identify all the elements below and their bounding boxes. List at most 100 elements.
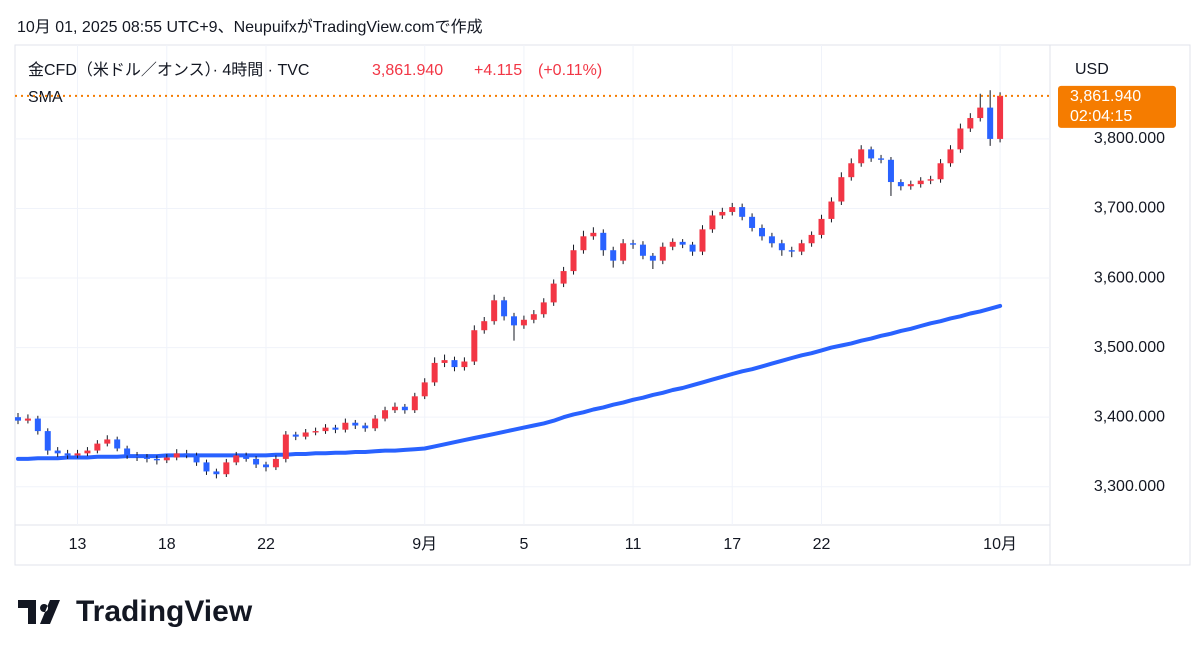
candle-body [997,95,1004,139]
candle-body [957,128,964,150]
candle-body [739,207,746,217]
candle-body [630,243,637,245]
candle-body [292,434,299,437]
candle-body [243,455,250,459]
candle-body [897,182,904,187]
candle-body [153,458,160,461]
candle-body [878,158,885,160]
candle-body [768,236,775,244]
candle-body [15,417,21,421]
candle-body [411,396,418,411]
currency: USD [1075,61,1109,78]
candle-body [917,180,924,185]
x-tick-label: 9月 [412,536,437,553]
candle-body [927,179,934,181]
candle-body [183,453,190,456]
candle-body [54,450,61,454]
candle-body [471,330,478,362]
candle-body [887,159,894,183]
candle-body [580,236,587,251]
candle-body [868,149,875,159]
candle-body [659,246,666,261]
candle-body [550,283,557,303]
candle-body [451,360,458,368]
candle-body [828,201,835,219]
candle-body [401,406,408,411]
change: +4.115 [474,62,522,79]
logo-icon [18,600,60,624]
candle-body [64,453,71,456]
candle-body [759,227,765,237]
x-tick-label: 13 [69,536,87,553]
candle-body [342,422,349,430]
candle-body [104,439,111,444]
candle-body [947,149,954,164]
candle-body [977,107,984,119]
candle-body [639,244,646,256]
overlay: 金CFD（米ドル／オンス）· 4時間 · TVC 3,861.940 +4.11… [15,61,1176,128]
candle-body [481,321,488,331]
candle-body [253,458,260,465]
candle-body [669,241,676,247]
candle-body [312,431,319,433]
candle-body [749,216,756,228]
x-tick-label: 22 [813,536,831,553]
plot [15,90,1004,479]
chart-frame [14,44,1191,566]
attribution: 10月 01, 2025 08:55 UTC+9、NeupuifxがTradin… [17,18,483,36]
candle-body [94,443,101,451]
x-tick-label: 17 [723,536,741,553]
candle-body [203,462,210,472]
candle-body [600,232,607,251]
candle-body [689,244,696,252]
x-tick-label: 11 [625,536,642,553]
candle-body [461,361,468,368]
candle-body [501,300,508,317]
candle-body [44,431,51,451]
candle-body [302,432,309,437]
candle-body [362,425,369,429]
countdown: 02:04:15 [1070,108,1132,125]
symbol: 金CFD（米ドル／オンス）· 4時間 · TVC [28,61,309,79]
candle-body [590,232,597,237]
last-price-badge [1058,85,1176,128]
candle-body [649,255,656,261]
candle-body [491,300,498,322]
candle-body [798,243,805,252]
change-percent: (+0.11%) [538,62,602,79]
candle-body [272,458,279,468]
candle-body [322,427,329,432]
y-tick-label: 3,300.000 [1094,478,1165,495]
candle-body [818,218,825,235]
candle-body [282,434,289,459]
candle-body [263,464,269,468]
candle-body [540,302,547,315]
candle-body [967,118,974,129]
candle-body [511,316,517,326]
candle-body [173,453,180,458]
candle-body [382,410,389,419]
candle-body [391,406,398,411]
candle-body [858,149,865,164]
candle-body [679,241,686,245]
sma-legend: SMA [28,89,63,106]
candle-body [560,271,567,284]
candle-body [907,184,914,187]
candle-body [84,450,91,454]
candle-body [163,457,170,461]
candle-body [124,448,131,456]
grid: 3,300.000 3,400.000 3,500.000 3,600.000 3,70… [15,45,1165,553]
candle-body [709,215,716,230]
x-tick-label: 18 [158,536,176,553]
candle-body [808,234,815,244]
candle-body [987,107,994,139]
candle-body [530,314,537,320]
candle-body [441,360,448,363]
last-price: 3,861.940 [372,62,443,79]
candle-body [134,455,141,458]
x-tick-label: 22 [257,536,275,553]
y-tick-label: 3,500.000 [1094,339,1165,356]
candle-body [74,453,81,456]
candle-body [193,455,200,463]
